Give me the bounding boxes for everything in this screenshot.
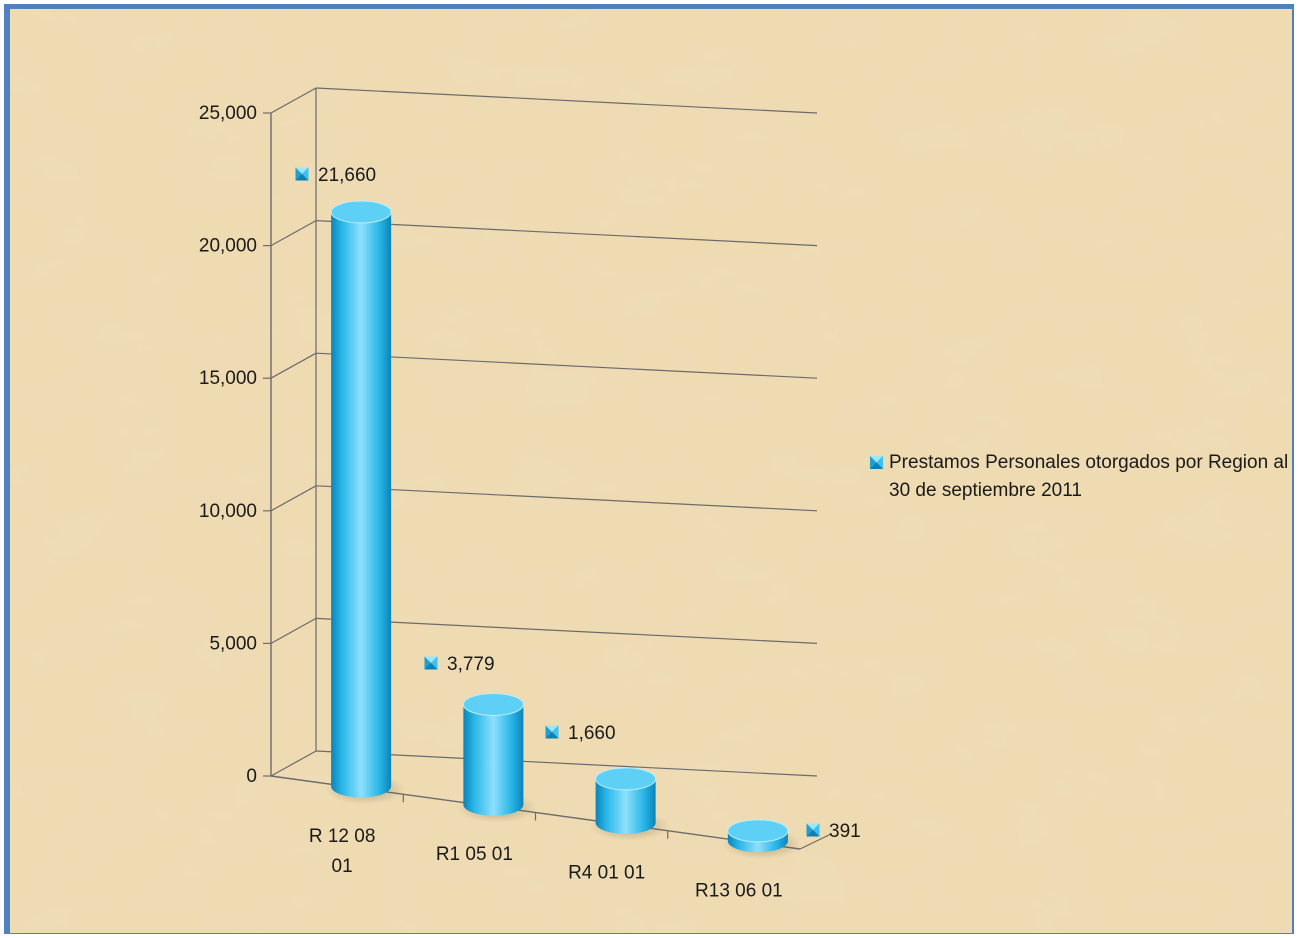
bar [595, 778, 656, 834]
wall-edge [270, 750, 317, 777]
gridline [315, 617, 818, 644]
data-label-marker-icon [806, 823, 820, 837]
data-label-marker-icon [424, 656, 438, 670]
gridline [315, 352, 818, 379]
legend-label: Prestamos Personales otorgados por Regio… [889, 452, 1289, 501]
gridline [315, 750, 818, 777]
y-tick-label: 0 [246, 766, 257, 787]
bar-top [595, 767, 657, 791]
data-label: 3,779 [447, 654, 495, 675]
chart-svg: 25,000 20,000 15,000 10,000 5,000 0 R 12 08 01 R… [10, 9, 1292, 933]
x-tick-label: R13 06 01 [695, 881, 783, 902]
wall-edge [270, 87, 317, 114]
x-tick-label: R1 05 01 [436, 844, 513, 865]
labels-layer: 21,660 3,779 1,660 391 [295, 165, 861, 842]
data-label: 1,660 [568, 723, 616, 744]
chart-frame: 25,000 20,000 15,000 10,000 5,000 0 R 12 08 01 R… [4, 4, 1294, 934]
y-tick-label: 10,000 [199, 501, 257, 522]
bars-layer [325, 200, 802, 860]
y-tick-label: 20,000 [199, 236, 257, 257]
bar-top [462, 692, 524, 716]
wall-edge [270, 617, 317, 644]
axis-layer: 25,000 20,000 15,000 10,000 5,000 0 R 12 08 01 R… [199, 88, 832, 902]
bar-top [330, 200, 392, 224]
wall-edge [270, 485, 317, 512]
bar [463, 704, 524, 816]
wall-edge [270, 220, 317, 247]
gridline [315, 220, 818, 247]
x-tick-label: R 12 08 01 [309, 826, 376, 877]
data-label-marker-icon [545, 725, 559, 739]
bar [331, 212, 392, 798]
data-label: 21,660 [318, 165, 376, 186]
y-tick-label: 15,000 [199, 368, 257, 389]
bar-top [727, 819, 789, 843]
gridline [315, 485, 818, 512]
legend: Prestamos Personales otorgados por Regio… [870, 449, 1292, 505]
gridline [315, 87, 818, 114]
x-tick-label: R4 01 01 [568, 862, 645, 883]
floor-edge [799, 833, 832, 850]
legend-swatch-icon [870, 456, 883, 469]
data-label-marker-icon [295, 167, 309, 181]
y-tick-label: 25,000 [199, 103, 257, 124]
data-label: 391 [829, 821, 861, 842]
y-tick-label: 5,000 [209, 633, 257, 654]
grid-layer [270, 87, 818, 777]
wall-edge [270, 352, 317, 379]
